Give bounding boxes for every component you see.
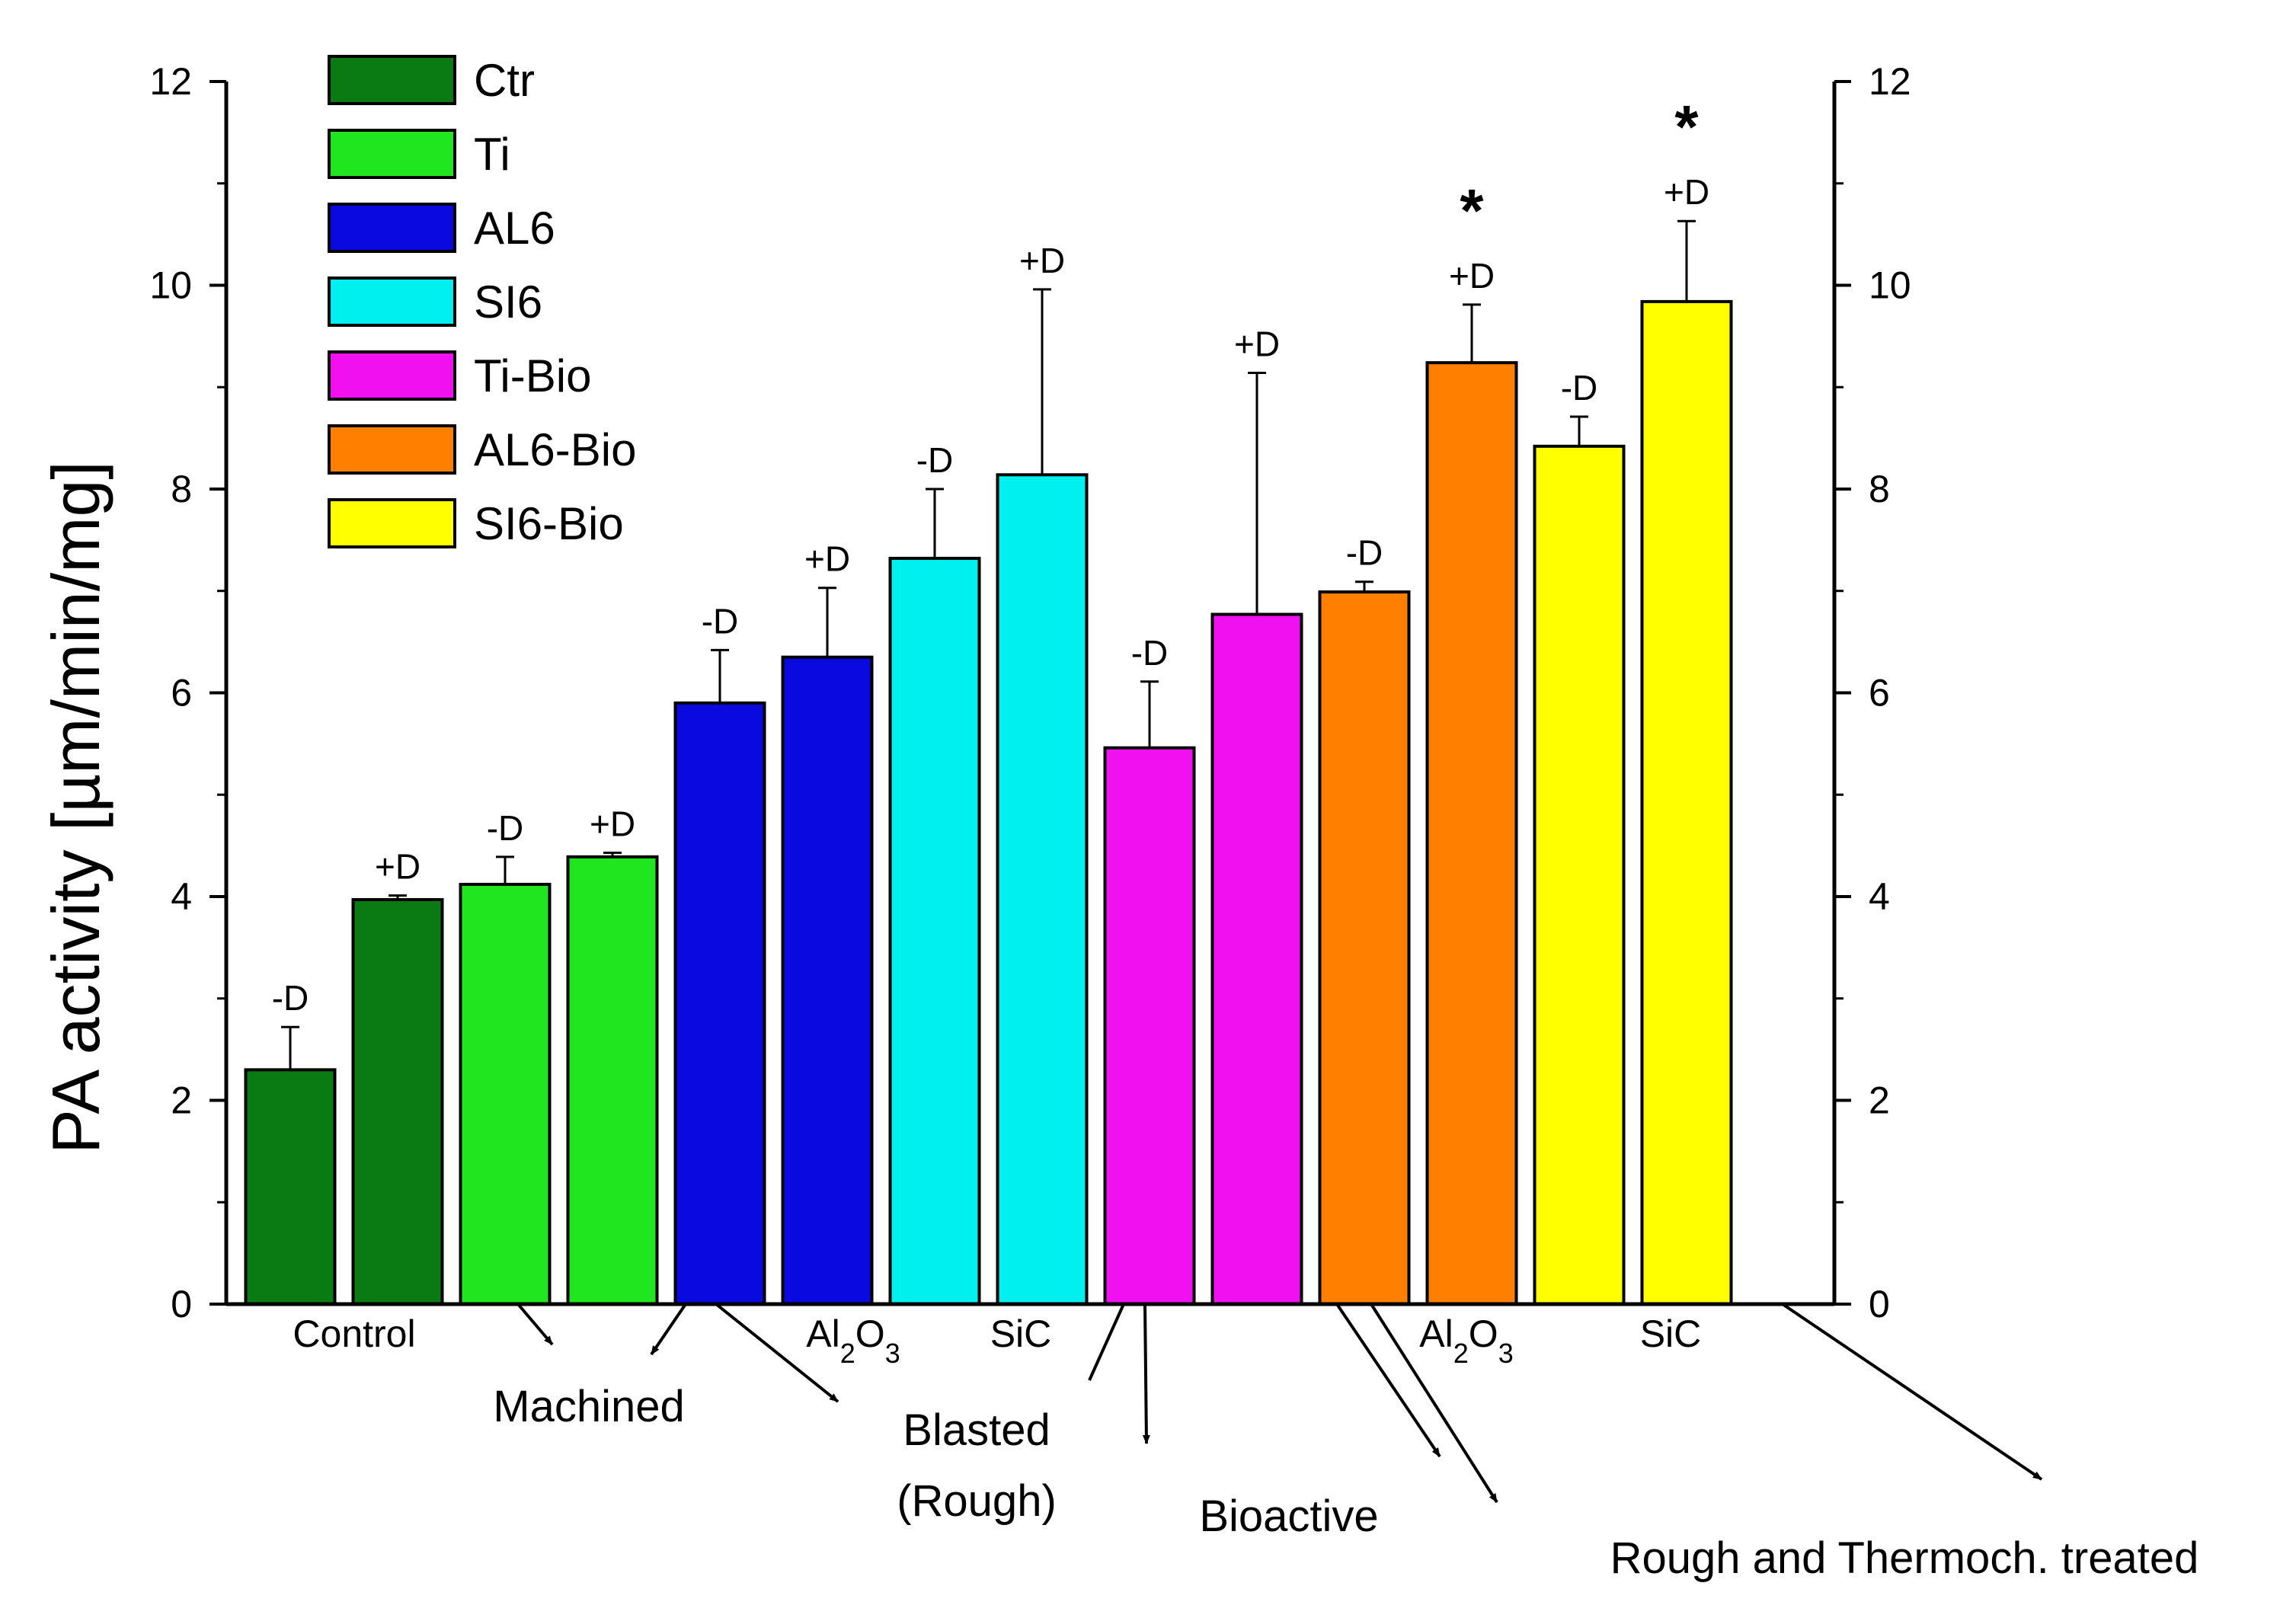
group-label-machined: Machined	[493, 1382, 684, 1431]
bar-al6-bio-plus-d	[1425, 361, 1518, 1306]
legend-swatch-ti-bio	[328, 350, 456, 401]
arrow-bioactive	[1142, 1303, 1150, 1444]
legend-swatch-si6-bio	[328, 498, 456, 548]
bar-al6-bio-minus-d	[1318, 590, 1411, 1306]
bar-ti-minus-d	[459, 882, 552, 1306]
group-arrows	[516, 1303, 2043, 1504]
arrow-thermo	[1781, 1303, 2043, 1481]
bar-ctr-minus-d	[244, 1068, 337, 1306]
bar-label: -D	[1131, 633, 1169, 673]
y-tick-label-left: 8	[171, 468, 192, 510]
arrow-machined-left	[516, 1303, 554, 1346]
bars-layer	[244, 299, 1733, 1306]
legend-swatch-si6	[328, 277, 456, 327]
category-label-al2o3-thermo: Al2O3	[1419, 1312, 1513, 1369]
bar-si6-minus-d	[888, 556, 981, 1306]
bar-si6-bio-plus-d	[1640, 299, 1733, 1306]
category-label-sic-thermo: SiC	[1640, 1312, 1702, 1355]
bar-label: -D	[702, 601, 739, 641]
category-label-control: Control	[293, 1312, 415, 1355]
y-tick-label-right: 8	[1869, 468, 1890, 510]
category-label-al2o3-blasted: Al2O3	[806, 1312, 900, 1369]
bar-label: +D	[590, 804, 635, 843]
legend-label-al6: AL6	[474, 203, 555, 254]
bar-ti-bio-plus-d	[1210, 612, 1303, 1306]
group-label-blasted: Blasted	[903, 1405, 1050, 1455]
significance-star: *	[1674, 93, 1699, 161]
group-label-rough: (Rough)	[897, 1476, 1057, 1526]
y-tick-label-left: 0	[171, 1283, 192, 1325]
category-label-sic-blasted: SiC	[990, 1312, 1052, 1355]
legend-swatch-ti	[328, 129, 456, 179]
legend-label-si6-bio: SI6-Bio	[474, 498, 624, 549]
arrow-blasted-right	[1088, 1303, 1125, 1381]
y-tick-label-left: 2	[171, 1079, 192, 1122]
y-tick-label-right: 6	[1869, 672, 1890, 715]
legend-label-ctr: Ctr	[474, 55, 535, 106]
legend-label-si6: SI6	[474, 277, 542, 328]
bar-label: +D	[804, 539, 850, 579]
bar-label: -D	[1561, 368, 1598, 408]
y-tick-label-right: 12	[1869, 60, 1911, 103]
legend-label-ti-bio: Ti-Bio	[474, 350, 591, 401]
bar-label: -D	[272, 978, 309, 1018]
significance-star: *	[1460, 177, 1484, 245]
y-axis-label: PA activity [µm/min/mg]	[38, 461, 114, 1154]
bar-ctr-plus-d	[351, 898, 444, 1306]
arrow-bioactive-right-2	[1370, 1303, 1498, 1504]
legend-swatch-ctr	[328, 55, 456, 105]
bar-label: +D	[1449, 256, 1495, 296]
axes-layer: 0 0 2 2 4 4 6 6 8 8 10 10 12 12	[149, 60, 1911, 1325]
bar-si6-bio-minus-d	[1533, 444, 1626, 1306]
bar-label: -D	[916, 440, 954, 480]
group-label-thermo-treated: Rough and Thermoch. treated	[1610, 1533, 2199, 1583]
bar-al6-minus-d	[673, 701, 766, 1306]
bar-label: -D	[1346, 533, 1383, 573]
bar-label: +D	[1234, 325, 1280, 364]
bar-label: +D	[1664, 172, 1709, 212]
annotations-layer: -D +D -D +D -D +D -D +D -D +D -D +D * -D +D *	[272, 93, 1709, 1070]
bar-si6-plus-d	[996, 473, 1089, 1306]
arrow-machined-right	[650, 1303, 687, 1356]
y-tick-label-right: 4	[1869, 875, 1890, 918]
legend-label-ti: Ti	[474, 129, 510, 180]
y-tick-label-left: 12	[149, 60, 192, 103]
bar-ti-plus-d	[566, 855, 659, 1306]
y-tick-label-right: 2	[1869, 1079, 1890, 1122]
y-tick-label-right: 0	[1869, 1283, 1890, 1325]
bar-label: +D	[375, 847, 421, 887]
y-tick-label-left: 10	[149, 264, 192, 307]
group-label-bioactive: Bioactive	[1199, 1492, 1378, 1541]
bar-al6-plus-d	[781, 655, 874, 1306]
legend-swatch-al6	[328, 203, 456, 253]
bar-label: +D	[1019, 241, 1065, 280]
legend-label-al6-bio: AL6-Bio	[474, 424, 636, 475]
bar-label: -D	[487, 808, 524, 848]
y-tick-label-left: 6	[171, 672, 192, 715]
y-tick-label-left: 4	[171, 875, 192, 918]
legend: Ctr Ti AL6 SI6 Ti-Bio AL6-Bio SI6-Bio	[328, 55, 636, 549]
arrow-bioactive-right-1	[1335, 1303, 1441, 1458]
legend-swatch-al6-bio	[328, 424, 456, 475]
bar-ti-bio-minus-d	[1103, 746, 1196, 1306]
arrow-blasted-left	[715, 1303, 839, 1403]
y-tick-label-right: 10	[1869, 264, 1911, 307]
